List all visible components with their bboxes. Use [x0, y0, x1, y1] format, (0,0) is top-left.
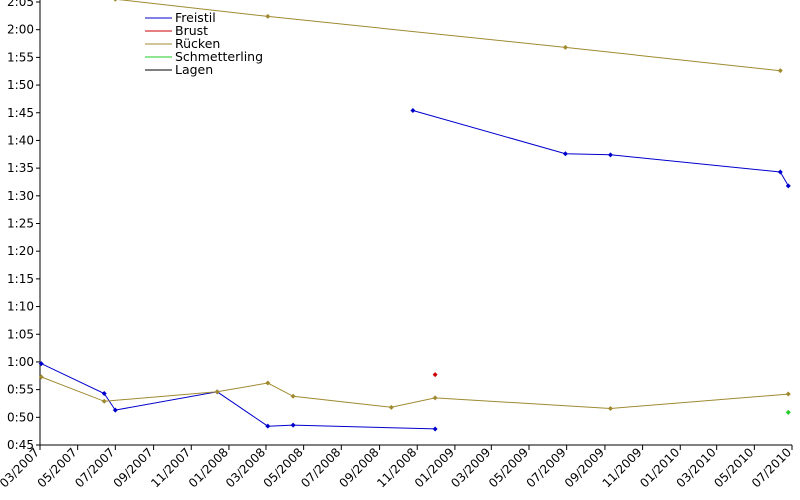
data-point — [290, 422, 296, 428]
data-point — [432, 395, 438, 401]
data-point — [38, 361, 44, 367]
axes — [39, 0, 792, 446]
x-tick-label: 07/2008 — [298, 445, 343, 490]
series-line — [412, 110, 789, 187]
data-point — [777, 169, 783, 175]
data-point — [265, 13, 271, 19]
x-tick-label: 07/2010 — [749, 445, 794, 490]
y-tick-label: 2:05 — [7, 0, 34, 9]
data-point — [38, 374, 44, 380]
data-point — [265, 380, 271, 386]
y-tick-label: 1:40 — [7, 133, 34, 147]
x-tick-label: 05/2008 — [261, 445, 306, 490]
x-tick-label: 05/2009 — [486, 445, 531, 490]
y-tick-label: 2:00 — [7, 23, 34, 37]
x-tick-label: 11/2007 — [148, 445, 193, 490]
data-point — [562, 44, 568, 50]
series-line — [117, 0, 781, 72]
data-point — [290, 393, 296, 399]
data-point — [785, 391, 791, 397]
data-point — [777, 68, 783, 74]
series-brust — [432, 372, 438, 378]
series-schmetterling — [785, 409, 791, 415]
series-rücken — [38, 0, 791, 411]
legend-label: Freistil — [175, 10, 216, 25]
x-tick-label: 11/2008 — [374, 445, 419, 490]
x-tick-label: 07/2007 — [72, 445, 117, 490]
data-point — [112, 407, 118, 413]
y-tick-label: 1:10 — [7, 300, 34, 314]
x-axis-ticks: 03/200705/200707/200709/200711/200701/20… — [0, 445, 794, 490]
x-tick-label: 03/2009 — [448, 445, 493, 490]
legend-label: Brust — [175, 23, 208, 38]
data-point — [214, 389, 220, 395]
y-axis-ticks: 0:45 0:50 0:55 1:00 1:05 1:10 1:15 1:20 1:25 1:30… — [7, 0, 40, 452]
y-tick-label: 0:55 — [7, 383, 34, 397]
x-tick-label: 05/2010 — [711, 445, 756, 490]
data-point — [265, 423, 271, 429]
data-point — [432, 426, 438, 432]
y-tick-label: 1:45 — [7, 106, 34, 120]
data-point — [785, 409, 791, 415]
series-layer — [38, 0, 791, 432]
legend-label: Lagen — [175, 62, 213, 77]
series-freistil — [38, 108, 791, 432]
data-point — [388, 404, 394, 410]
x-tick-label: 11/2009 — [600, 445, 645, 490]
data-point — [607, 152, 613, 158]
x-tick-label: 07/2009 — [524, 445, 569, 490]
legend-label: Schmetterling — [175, 49, 263, 64]
x-tick-label: 03/2010 — [674, 445, 719, 490]
y-tick-label: 0:45 — [7, 438, 34, 452]
y-tick-label: 0:50 — [7, 410, 34, 424]
data-point — [562, 151, 568, 157]
y-tick-label: 1:35 — [7, 161, 34, 175]
data-point — [410, 108, 416, 114]
x-tick-label: 09/2008 — [337, 445, 382, 490]
y-tick-label: 1:00 — [7, 355, 34, 369]
x-tick-label: 01/2008 — [186, 445, 231, 490]
y-tick-label: 1:30 — [7, 189, 34, 203]
series-line — [40, 363, 436, 430]
y-tick-label: 1:25 — [7, 217, 34, 231]
legend-label: Rücken — [175, 36, 220, 51]
y-tick-label: 1:05 — [7, 327, 34, 341]
y-tick-label: 1:15 — [7, 272, 34, 286]
data-point — [101, 398, 107, 404]
y-tick-label: 1:50 — [7, 78, 34, 92]
y-tick-label: 1:20 — [7, 244, 34, 258]
x-tick-label: 03/2008 — [223, 445, 268, 490]
data-point — [101, 391, 107, 397]
data-point — [607, 405, 613, 411]
x-tick-label: 09/2009 — [562, 445, 607, 490]
data-point — [432, 372, 438, 378]
x-tick-label: 09/2007 — [111, 445, 156, 490]
data-point — [113, 0, 118, 2]
y-tick-label: 1:55 — [7, 50, 34, 64]
data-point — [785, 183, 791, 189]
x-tick-label: 05/2007 — [35, 445, 80, 490]
